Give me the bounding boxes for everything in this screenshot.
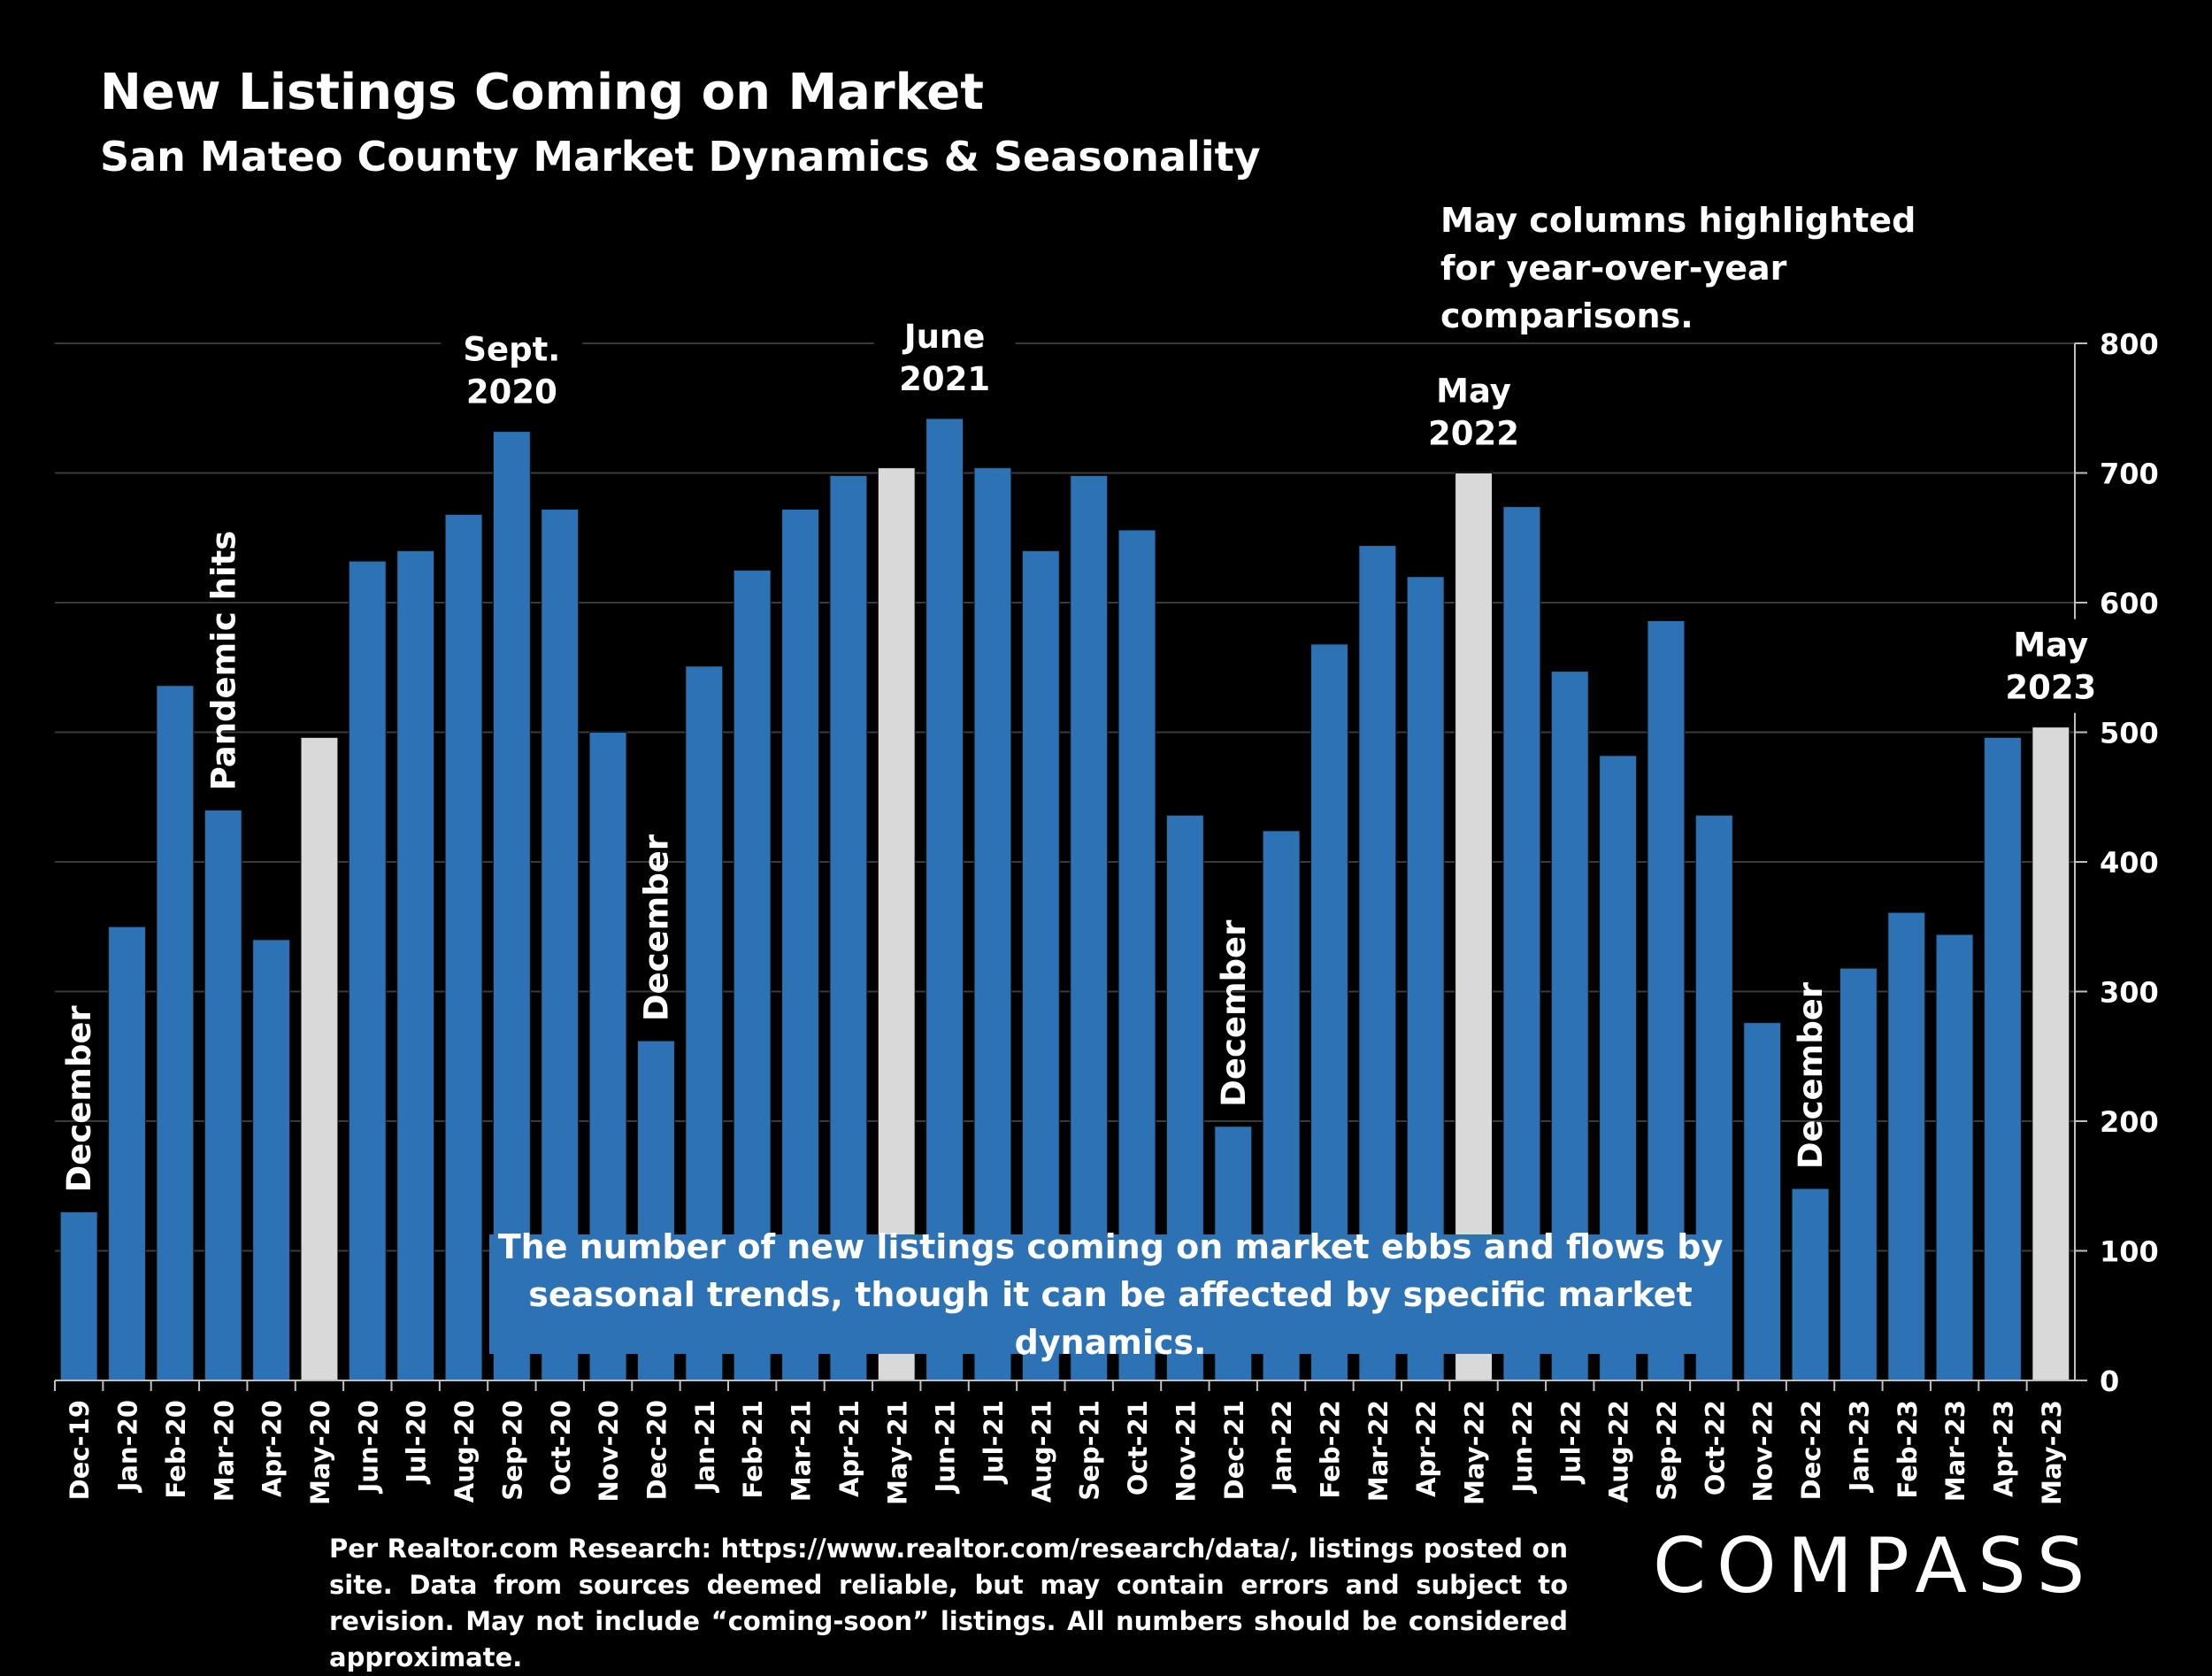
x-tick-label: Mar-22 bbox=[1363, 1400, 1394, 1502]
bar bbox=[1887, 911, 1926, 1381]
annotation-background bbox=[873, 310, 1016, 404]
x-tick-label: Apr-22 bbox=[1411, 1400, 1441, 1497]
bar bbox=[348, 560, 387, 1381]
annotation-background bbox=[1402, 365, 1545, 459]
bar bbox=[59, 1211, 98, 1381]
x-tick-label: Jan-21 bbox=[690, 1400, 720, 1493]
x-tick-label: Jun-20 bbox=[353, 1400, 383, 1494]
x-tick-label: Mar-23 bbox=[1940, 1400, 1970, 1502]
chart-subtitle: San Mateo County Market Dynamics & Seaso… bbox=[100, 133, 1261, 181]
highlight-note: May columns highlighted for year-over-ye… bbox=[1440, 201, 1916, 335]
chart-title: New Listings Coming on Market bbox=[100, 64, 985, 121]
bar bbox=[108, 926, 146, 1381]
annotation-label: December bbox=[637, 834, 675, 1021]
x-tick-label: Sep-22 bbox=[1652, 1400, 1682, 1501]
x-tick-label: May-21 bbox=[882, 1400, 912, 1505]
bar bbox=[156, 685, 195, 1381]
bar-highlighted bbox=[1455, 473, 1493, 1381]
x-tick-label: Mar-21 bbox=[787, 1400, 817, 1502]
bar bbox=[444, 513, 483, 1381]
x-tick-label: Dec-19 bbox=[65, 1400, 95, 1500]
y-tick-label: 300 bbox=[2100, 976, 2159, 1010]
y-tick-label: 600 bbox=[2100, 587, 2159, 620]
x-axis: Dec-19 Jan-20 Feb-20 Mar-20 Apr-20 May-20 Jun-… bbox=[54, 1380, 2075, 1505]
x-tick-label: Oct-22 bbox=[1700, 1400, 1730, 1495]
x-tick-label: Jan-23 bbox=[1844, 1400, 1874, 1493]
y-tick-label: 400 bbox=[2100, 846, 2159, 880]
x-tick-label: Dec-21 bbox=[1219, 1400, 1249, 1500]
y-tick-label: 800 bbox=[2100, 327, 2159, 361]
x-tick-label: Feb-23 bbox=[1893, 1400, 1923, 1498]
annotation-label: June 2021 bbox=[899, 318, 990, 398]
annotation-label: December bbox=[1792, 981, 1830, 1169]
annotation-label: December bbox=[60, 1005, 98, 1193]
callout-box: The number of new listings coming on mar… bbox=[489, 1227, 1732, 1362]
x-tick-label: Jan-22 bbox=[1267, 1400, 1297, 1493]
x-tick-label: Oct-21 bbox=[1123, 1400, 1153, 1495]
annotation-label: December bbox=[1215, 919, 1253, 1107]
bar bbox=[252, 939, 291, 1381]
grid-lines bbox=[55, 342, 2075, 1252]
x-tick-label: Jul-20 bbox=[402, 1400, 432, 1485]
x-tick-label: Apr-20 bbox=[257, 1400, 288, 1497]
annotation-background bbox=[441, 323, 583, 418]
x-tick-label: Apr-23 bbox=[1988, 1400, 2018, 1497]
x-tick-label: Jul-22 bbox=[1555, 1400, 1586, 1485]
x-tick-label: Jun-22 bbox=[1508, 1400, 1538, 1494]
x-tick-label: Jun-21 bbox=[931, 1400, 961, 1494]
y-axis: 0 100 200 300 400 500 600 700 800 bbox=[2074, 327, 2159, 1398]
bar bbox=[1743, 1022, 1782, 1381]
x-tick-label: Sep-21 bbox=[1075, 1400, 1105, 1501]
bar bbox=[1070, 474, 1109, 1381]
bar bbox=[1935, 934, 1974, 1381]
annotation-label: May 2023 bbox=[2005, 627, 2096, 707]
x-tick-label: May-23 bbox=[2037, 1400, 2067, 1505]
x-tick-label: Dec-20 bbox=[641, 1400, 672, 1500]
x-tick-label: Feb-22 bbox=[1315, 1400, 1345, 1498]
annotation-background bbox=[1979, 619, 2122, 713]
bar-highlighted bbox=[877, 467, 916, 1381]
annotations: December Pandemic hits Sept. 2020 December Ju… bbox=[60, 310, 2122, 1193]
x-tick-label: Jul-21 bbox=[979, 1400, 1009, 1485]
y-tick-label: 0 bbox=[2100, 1365, 2119, 1398]
x-tick-label: May-20 bbox=[305, 1400, 335, 1505]
bar bbox=[829, 474, 868, 1381]
bar bbox=[1791, 1188, 1830, 1381]
x-tick-label: Sep-20 bbox=[497, 1400, 527, 1501]
bar-highlighted bbox=[300, 736, 339, 1381]
source-footnote: Per Realtor.com Research: https://www.re… bbox=[329, 1534, 1568, 1672]
x-tick-label: Nov-20 bbox=[594, 1400, 624, 1503]
bar bbox=[1839, 967, 1878, 1381]
x-tick-label: Apr-21 bbox=[834, 1400, 864, 1497]
bar bbox=[396, 550, 435, 1381]
annotation-label: Sept. 2020 bbox=[463, 331, 560, 411]
y-tick-label: 500 bbox=[2100, 717, 2159, 750]
x-tick-label: Feb-20 bbox=[161, 1400, 191, 1498]
y-tick-label: 200 bbox=[2100, 1105, 2159, 1139]
bar bbox=[204, 809, 242, 1381]
bar-highlighted bbox=[2032, 727, 2070, 1381]
x-tick-label: Feb-21 bbox=[738, 1400, 768, 1498]
bar bbox=[1984, 736, 2022, 1381]
compass-logo: COMPASS bbox=[1653, 1522, 2096, 1611]
y-tick-label: 700 bbox=[2100, 457, 2159, 491]
x-tick-label: Nov-22 bbox=[1748, 1400, 1778, 1503]
annotation-label: Pandemic hits bbox=[204, 531, 242, 791]
annotation-label: May 2022 bbox=[1428, 373, 1519, 453]
x-tick-label: Jan-20 bbox=[113, 1400, 143, 1493]
x-tick-label: Dec-22 bbox=[1796, 1400, 1826, 1500]
x-tick-label: May-22 bbox=[1460, 1400, 1490, 1505]
x-tick-label: Aug-22 bbox=[1604, 1400, 1634, 1503]
x-tick-label: Nov-21 bbox=[1171, 1400, 1201, 1503]
x-tick-label: Aug-20 bbox=[449, 1400, 480, 1503]
y-tick-label: 100 bbox=[2100, 1235, 2159, 1269]
bar bbox=[492, 431, 531, 1381]
bar bbox=[926, 418, 964, 1381]
x-tick-label: Oct-20 bbox=[546, 1400, 576, 1495]
x-tick-label: Mar-20 bbox=[209, 1400, 239, 1502]
x-tick-label: Aug-21 bbox=[1026, 1400, 1056, 1503]
